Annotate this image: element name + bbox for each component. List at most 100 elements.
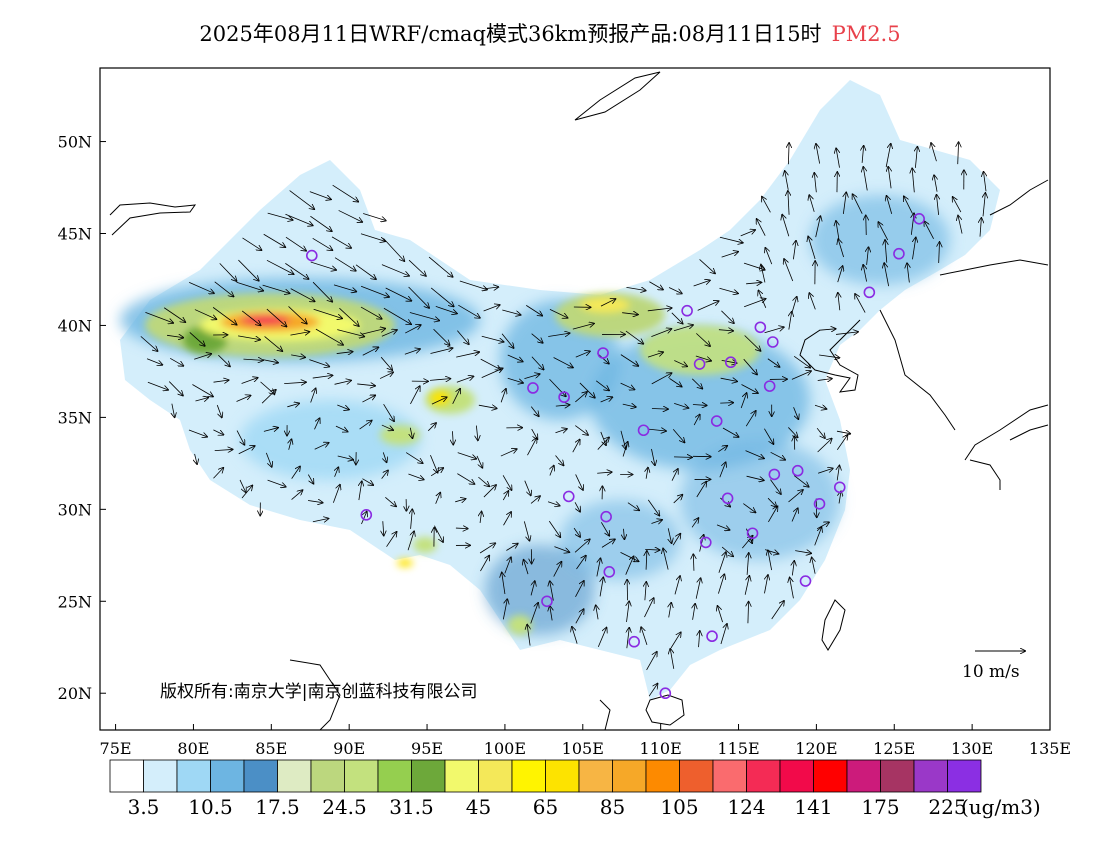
wind-arrow [691,378,702,389]
wind-arrow [764,575,767,594]
colorbar-swatch [277,759,312,793]
wind-arrow [506,544,517,551]
colorbar-swatch [478,759,513,793]
wind-arrow [310,261,336,270]
wind-arrow [627,502,639,511]
city-marker [527,382,539,394]
wind-arrow [718,552,726,573]
wind-arrow [645,549,659,550]
wind-arrow [784,259,794,282]
wind-arrow [548,333,569,336]
wind-arrow [241,310,260,325]
wind-arrow [912,238,915,260]
wind-arrow [427,423,436,432]
wind-arrow [483,485,496,498]
wind-arrow [429,379,450,381]
wind-arrow [622,442,628,457]
wind-arrow [140,336,158,351]
colorbar-label: 85 [600,795,625,819]
wind-arrow [213,468,223,479]
city-marker [746,527,759,540]
lon-tick-label: 100E [484,739,526,758]
wind-arrow [500,389,506,403]
wind-arrow [790,578,794,599]
wind-arrow [793,475,808,487]
wind-arrow [331,236,351,248]
wind-arrow [719,236,743,243]
wind-arrow [817,439,832,453]
wind-arrow [651,408,668,409]
wind-arrow [547,502,560,506]
colorbar-swatch [511,759,546,793]
wind-arrow [720,378,737,381]
wind-arrow [745,450,764,459]
wind-arrow [647,352,663,358]
wind-arrow [433,328,450,345]
wind-arrow [622,404,636,407]
wind-arrow [480,556,489,572]
copyright-text: 版权所有:南京大学|南京创蓝科技有限公司 [160,682,477,702]
wind-arrow [936,195,938,215]
wind-arrow [548,520,560,537]
lat-tick-label: 20N [58,684,92,703]
colorbar-swatch [947,759,982,793]
wind-arrow [671,312,683,324]
wind-arrow [809,293,816,310]
wind-arrow [145,312,173,322]
map-area: 版权所有:南京大学|南京创蓝科技有限公司 10 m/s [100,68,1050,730]
wind-reference-label: 10 m/s [962,662,1020,682]
wind-arrow [788,143,789,165]
wind-arrow [885,144,891,168]
wind-arrow [285,263,308,279]
wind-arrow [456,352,479,358]
wind-arrow [478,405,497,408]
wind-arrow [531,356,544,370]
wind-arrow [765,248,773,265]
tibet-lightblue [240,400,420,480]
yunnan-blue [485,545,595,635]
wind-arrow [572,440,580,453]
wind-arrow [648,429,665,431]
wind-arrow [216,404,222,417]
latitude-axis: 20N 25N 30N 35N 40N 45N 50N [58,133,106,703]
wind-arrow [334,257,356,271]
wind-arrow [757,219,766,236]
wind-arrow [645,582,646,601]
japan-coast [964,404,1049,461]
wind-arrow [595,380,609,391]
wind-arrow [530,603,538,624]
wind-arrow [719,462,726,478]
wind-arrow [693,415,700,426]
wind-arrow [502,475,511,490]
wind-arrow [410,427,412,438]
hebei-green [640,325,760,375]
wind-arrow [435,493,441,504]
wind-arrow [291,355,305,357]
wind-arrow [523,521,529,540]
south-tibet-yellow [397,559,413,567]
wind-arrow [524,480,531,496]
wind-arrow [697,301,719,311]
wind-arrow [383,238,404,261]
wind-arrow [793,241,796,260]
wind-arrow [693,280,710,287]
wind-arrow [575,425,588,435]
wind-arrow [853,194,863,214]
wind-arrow [789,312,792,330]
guizhou-blue [560,500,680,580]
city-marker [710,415,723,427]
wind-arrow [500,449,517,457]
wind-arrow [646,652,657,671]
wind-arrow [696,482,706,498]
wind-arrow [381,264,409,276]
wind-arrow [693,604,696,620]
wind-arrow [720,624,727,645]
wind-arrow [333,485,340,503]
colorbar-label: 10.5 [188,795,233,819]
wind-arrow [887,196,893,214]
lon-tick-label: 110E [640,739,682,758]
colorbar-swatch [310,759,345,793]
lon-tick-label: 120E [795,739,837,758]
colorbar-swatch [679,759,714,793]
